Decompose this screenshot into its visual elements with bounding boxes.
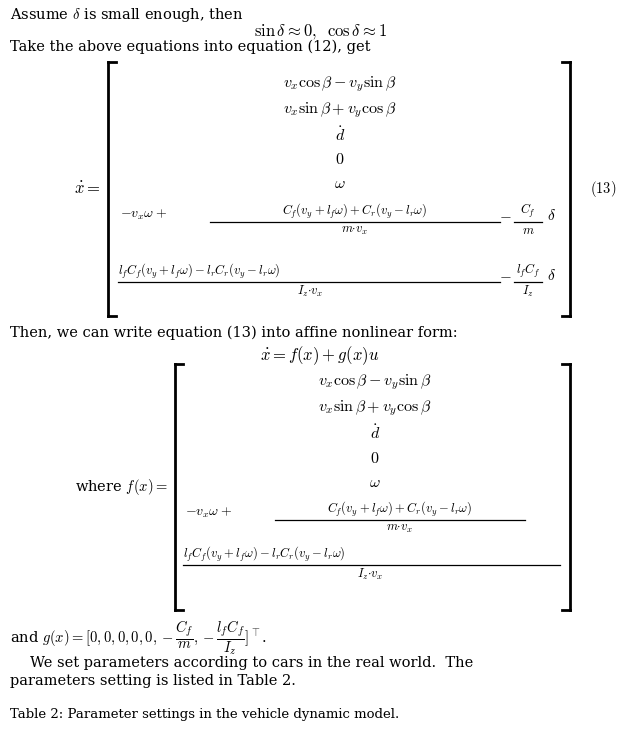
Text: $I_z{\cdot}v_x$: $I_z{\cdot}v_x$ bbox=[356, 567, 383, 582]
Text: $C_f(v_y+l_f\omega)+C_r(v_y-l_r\omega)$: $C_f(v_y+l_f\omega)+C_r(v_y-l_r\omega)$ bbox=[282, 202, 428, 221]
Text: $-v_x\omega +$: $-v_x\omega +$ bbox=[120, 208, 167, 222]
Text: $-v_x\omega +$: $-v_x\omega +$ bbox=[185, 506, 232, 520]
Text: $\delta$: $\delta$ bbox=[547, 268, 556, 283]
Text: $v_x \sin\beta + v_y \cos\beta$: $v_x \sin\beta + v_y \cos\beta$ bbox=[318, 398, 431, 417]
Text: $m$: $m$ bbox=[522, 224, 534, 237]
Text: where $f(x) = $: where $f(x) = $ bbox=[76, 477, 168, 497]
Text: $I_z$: $I_z$ bbox=[522, 284, 534, 299]
Text: $l_f C_f(v_y+l_f\omega)-l_r C_r(v_y-l_r\omega)$: $l_f C_f(v_y+l_f\omega)-l_r C_r(v_y-l_r\… bbox=[183, 545, 346, 564]
Text: $v_x \cos\beta - v_y \sin\beta$: $v_x \cos\beta - v_y \sin\beta$ bbox=[318, 372, 431, 392]
Text: $0$: $0$ bbox=[335, 151, 345, 168]
Text: $I_z{\cdot}v_x$: $I_z{\cdot}v_x$ bbox=[297, 284, 323, 299]
Text: $\dot{x} = f(x) + g(x)u$: $\dot{x} = f(x) + g(x)u$ bbox=[260, 344, 380, 367]
Text: parameters setting is listed in Table 2.: parameters setting is listed in Table 2. bbox=[10, 674, 296, 688]
Text: $C_f$: $C_f$ bbox=[520, 202, 536, 220]
Text: $v_x \cos\beta - v_y \sin\beta$: $v_x \cos\beta - v_y \sin\beta$ bbox=[284, 74, 397, 94]
Text: Then, we can write equation (13) into affine nonlinear form:: Then, we can write equation (13) into af… bbox=[10, 326, 458, 340]
Text: $l_f C_f$: $l_f C_f$ bbox=[516, 262, 540, 280]
Text: $0$: $0$ bbox=[371, 450, 380, 467]
Text: $\omega$: $\omega$ bbox=[334, 175, 346, 192]
Text: Take the above equations into equation (12), get: Take the above equations into equation (… bbox=[10, 40, 371, 55]
Text: $(13)$: $(13)$ bbox=[590, 179, 616, 199]
Text: $\delta$: $\delta$ bbox=[547, 207, 556, 222]
Text: $\dot{d}$: $\dot{d}$ bbox=[370, 424, 380, 443]
Text: $\omega$: $\omega$ bbox=[369, 474, 381, 491]
Text: Table 2: Parameter settings in the vehicle dynamic model.: Table 2: Parameter settings in the vehic… bbox=[10, 708, 399, 721]
Text: $v_x \sin\beta + v_y \cos\beta$: $v_x \sin\beta + v_y \cos\beta$ bbox=[284, 100, 397, 120]
Text: $-$: $-$ bbox=[499, 208, 511, 222]
Text: $-$: $-$ bbox=[499, 268, 511, 282]
Text: $\sin\delta \approx 0, \;\; \cos\delta \approx 1$: $\sin\delta \approx 0, \;\; \cos\delta \… bbox=[253, 22, 387, 41]
Text: $\dot{x} = $: $\dot{x} = $ bbox=[74, 180, 100, 197]
Text: We set parameters according to cars in the real world.  The: We set parameters according to cars in t… bbox=[30, 656, 473, 670]
Text: $m{\cdot}v_x$: $m{\cdot}v_x$ bbox=[342, 224, 369, 237]
Text: and $g(x) = [0, 0, 0, 0, 0, -\dfrac{C_f}{m}, -\dfrac{l_f C_f}{I_z}]^\top$.: and $g(x) = [0, 0, 0, 0, 0, -\dfrac{C_f}… bbox=[10, 618, 267, 657]
Text: $l_f C_f(v_y+l_f\omega)-l_r C_r(v_y-l_r\omega)$: $l_f C_f(v_y+l_f\omega)-l_r C_r(v_y-l_r\… bbox=[118, 262, 280, 281]
Text: $C_f(v_y+l_f\omega)+C_r(v_y-l_r\omega)$: $C_f(v_y+l_f\omega)+C_r(v_y-l_r\omega)$ bbox=[328, 500, 472, 519]
Text: $\dot{d}$: $\dot{d}$ bbox=[335, 126, 345, 144]
Text: $m{\cdot}v_x$: $m{\cdot}v_x$ bbox=[387, 522, 413, 535]
Text: Assume $\delta$ is small enough, then: Assume $\delta$ is small enough, then bbox=[10, 6, 244, 24]
